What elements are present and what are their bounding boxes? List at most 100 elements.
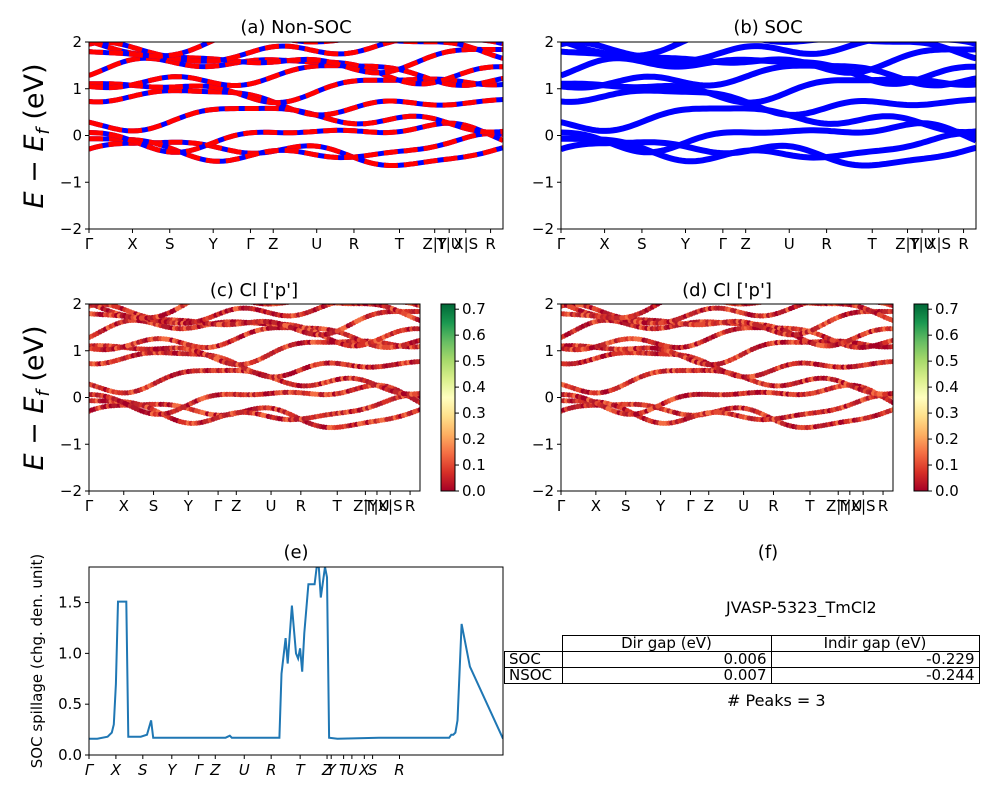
x-tick-label: T <box>332 497 343 515</box>
band-point <box>189 298 194 303</box>
colorbar-tick-label: 0.7 <box>935 300 959 318</box>
band-line <box>89 120 503 155</box>
gap-row-label: SOC <box>504 651 563 668</box>
y-tick-label: −2 <box>532 220 554 238</box>
band-point <box>835 297 840 302</box>
band-point <box>783 298 788 303</box>
band-point <box>319 304 322 305</box>
x-tick-label: U <box>239 761 250 779</box>
band-point <box>860 298 865 303</box>
x-tick-label: R <box>768 497 778 515</box>
band-point <box>417 304 420 309</box>
x-tick-label: Y <box>655 497 666 515</box>
x-tick-label: X <box>110 761 122 779</box>
band-point <box>384 298 389 303</box>
band-point <box>890 337 893 343</box>
gap-table-indir-header: Indir gap (eV) <box>770 635 980 652</box>
bands-layer <box>561 294 893 431</box>
y-tick-label: −2 <box>532 482 554 500</box>
colorbar-tick-label: 0.3 <box>935 404 959 422</box>
band-point <box>397 304 399 305</box>
band-point <box>890 326 893 332</box>
x-tick-label: R <box>349 235 359 253</box>
x-tick-label: Γ <box>214 497 223 515</box>
y-tick-label: 2 <box>72 33 82 51</box>
x-tick-label: Z <box>741 235 751 253</box>
colorbar-tick-label: 0.7 <box>462 300 486 318</box>
y-tick-label: −1 <box>60 173 82 191</box>
x-tick-label: U <box>311 235 322 253</box>
band-point <box>863 299 868 304</box>
y-tick-label: 1 <box>72 80 82 98</box>
colorbar-tick-label: 0.1 <box>935 456 959 474</box>
y-tick-label: 0 <box>544 389 554 407</box>
bands-layer <box>89 295 420 431</box>
x-tick-label: Γ <box>246 235 255 253</box>
x-tick-label: T <box>394 235 405 253</box>
band-point <box>832 297 837 302</box>
band-point <box>337 299 342 304</box>
y-tick-label: −2 <box>60 482 82 500</box>
colorbar-tick-label: 0.0 <box>935 482 959 500</box>
x-tick-label: Z <box>268 235 278 253</box>
band-point <box>854 298 859 303</box>
x-tick-label: S <box>637 235 647 253</box>
band-point <box>417 343 420 350</box>
band-point <box>890 317 893 323</box>
x-tick-label: Z <box>321 761 333 779</box>
x-tick-label: X|S <box>453 235 478 253</box>
x-tick-label: Z <box>704 497 714 515</box>
x-tick-label: Z|Y <box>353 497 378 515</box>
band-point <box>669 295 674 300</box>
x-tick-label: Γ <box>557 497 566 515</box>
band-point <box>664 297 669 302</box>
gap-table-header: Dir gap (eV) Indir gap (eV) <box>505 635 980 652</box>
plot-frame <box>88 566 504 756</box>
x-tick-label: Y <box>208 235 219 253</box>
band-point <box>890 358 893 365</box>
colorbar-tick-label: 0.5 <box>935 352 959 370</box>
x-tick-label: U <box>784 235 795 253</box>
x-tick-label: X|S <box>851 497 876 515</box>
band-line <box>561 87 976 118</box>
y-tick-label: 2 <box>544 295 554 313</box>
bands-layer <box>89 42 503 168</box>
band-point <box>846 298 851 303</box>
band-point <box>672 294 677 299</box>
panel-c-colorbar: 0.0 0.1 0.2 0.3 0.4 0.5 0.6 0.7 <box>440 300 486 500</box>
band-point <box>890 304 893 309</box>
x-tick-label: T|U <box>908 235 934 253</box>
x-tick-label: Z|Y <box>422 235 447 253</box>
x-tick-label: Γ <box>85 497 94 515</box>
band-point <box>788 299 793 304</box>
band-point <box>830 297 835 302</box>
spillage-line <box>89 567 503 740</box>
y-tick-label: −1 <box>60 435 82 453</box>
x-tick-label: T <box>296 761 307 779</box>
colorbar-tick-label: 0.2 <box>935 430 959 448</box>
x-tick-label: R <box>394 761 404 779</box>
band-point <box>417 399 420 406</box>
band-line <box>89 88 503 118</box>
band-point <box>417 358 420 365</box>
band-point <box>197 295 202 300</box>
y-tick-label: 1 <box>544 80 554 98</box>
band-point <box>843 298 848 303</box>
band-point <box>371 298 376 303</box>
band-point <box>849 298 854 303</box>
colorbar-gradient <box>440 303 456 492</box>
x-tick-label: R <box>485 235 495 253</box>
x-tick-label: Z <box>231 497 241 515</box>
colorbar-tick-label: 0.3 <box>462 404 486 422</box>
y-tick-label: 0.0 <box>58 746 82 764</box>
x-tick-label: T|U <box>363 497 389 515</box>
band-point <box>819 298 824 303</box>
panel-c-title: (c) Cl ['p'] <box>210 280 298 301</box>
y-tick-label: 0 <box>544 127 554 145</box>
x-tick-label: X|S <box>926 235 951 253</box>
colorbar-tick-label: 0.4 <box>462 378 486 396</box>
band-point <box>838 297 843 302</box>
y-tick-label: 1.0 <box>58 644 82 662</box>
